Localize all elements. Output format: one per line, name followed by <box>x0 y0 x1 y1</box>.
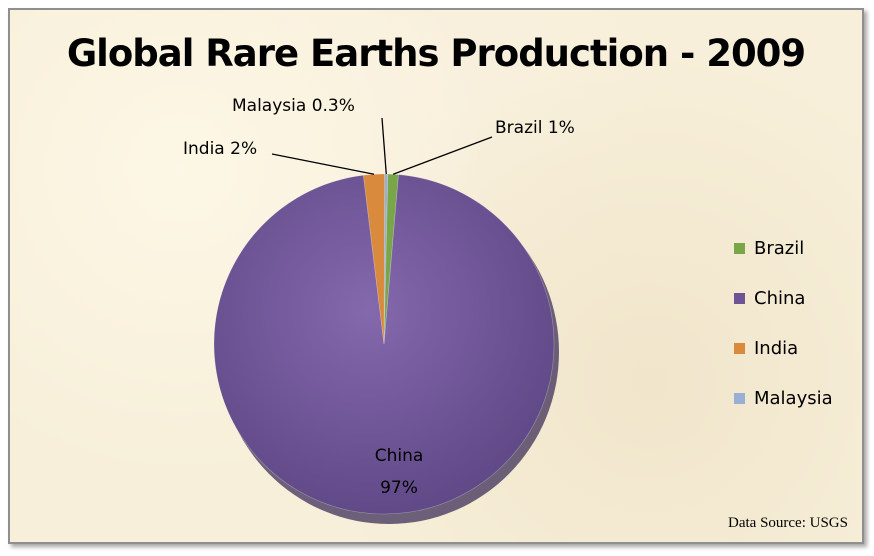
legend-swatch-malaysia <box>734 393 745 404</box>
data-source: Data Source: USGS <box>728 515 848 531</box>
pie-slice-brazil <box>383 173 399 345</box>
legend-swatch-china <box>734 293 745 304</box>
slice-label-china-name: China <box>375 446 424 466</box>
pie-slice-china <box>213 174 555 515</box>
legend-swatch-brazil <box>734 243 745 254</box>
legend-label-malaysia: Malaysia <box>754 388 833 409</box>
slice-label-china-percent: 97% <box>380 478 418 498</box>
legend-item-india: India <box>734 336 833 361</box>
leader-line-brazil <box>392 136 493 175</box>
leader-line-india <box>271 153 375 175</box>
legend-label-brazil: Brazil <box>754 238 805 259</box>
legend-swatch-india <box>734 343 745 354</box>
legend-label-india: India <box>754 338 799 359</box>
chart-title: Global Rare Earths Production - 2009 <box>66 32 806 75</box>
legend-label-china: China <box>754 288 806 309</box>
slice-label-india: India 2% <box>183 139 257 159</box>
slice-label-brazil: Brazil 1% <box>495 118 575 138</box>
legend-item-china: China <box>734 286 833 311</box>
leader-line-malaysia <box>381 117 387 175</box>
chart-legend: Brazil China India Malaysia <box>734 236 833 436</box>
chart-frame: Global Rare Earths Production - 2009 Mal… <box>8 8 864 544</box>
slice-label-malaysia: Malaysia 0.3% <box>232 96 355 116</box>
pie-chart: Malaysia 0.3% Brazil 1% India 2% China 9… <box>183 96 575 524</box>
legend-item-brazil: Brazil <box>734 236 833 261</box>
legend-item-malaysia: Malaysia <box>734 386 833 411</box>
